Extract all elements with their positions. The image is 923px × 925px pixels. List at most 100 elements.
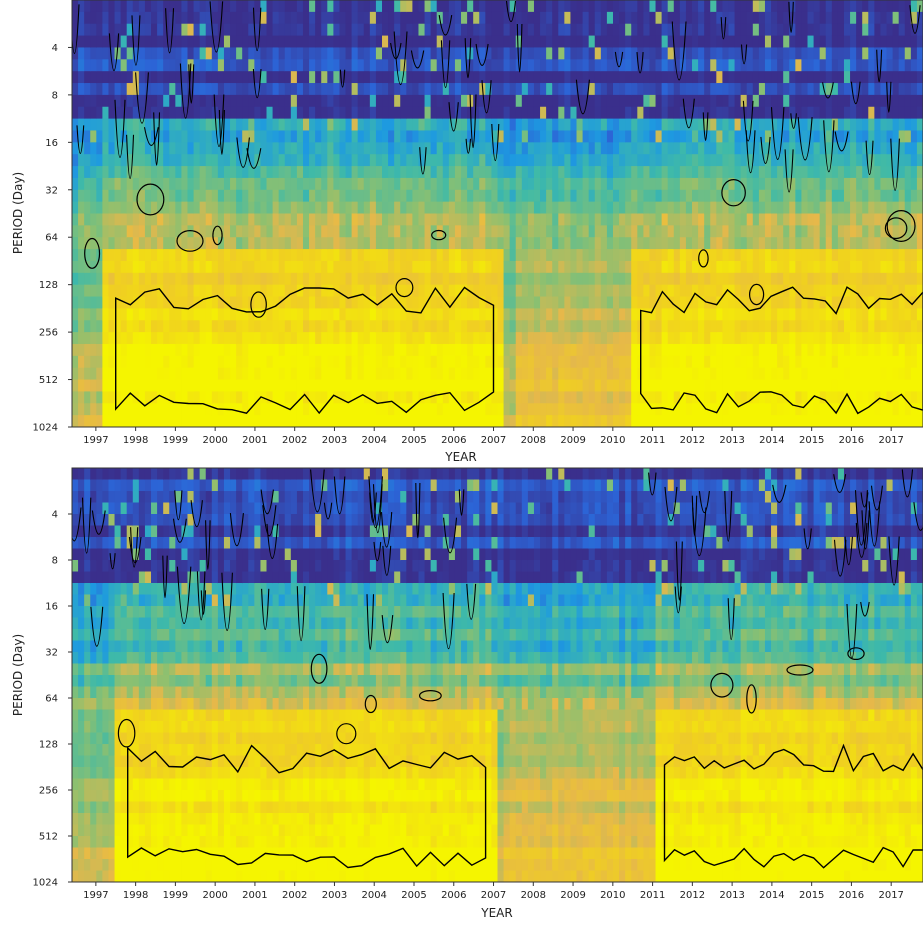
power-cell — [126, 379, 134, 393]
power-cell — [801, 154, 809, 167]
power-cell — [716, 189, 724, 203]
power-cell — [546, 249, 553, 262]
power-cell — [673, 343, 681, 357]
power-cell — [594, 154, 602, 167]
power-cell — [126, 71, 134, 84]
power-cell — [278, 367, 286, 381]
power-cell — [734, 355, 742, 369]
power-cell — [223, 332, 231, 345]
power-cell — [108, 320, 116, 333]
power-cell — [400, 177, 407, 191]
power-cell — [369, 225, 377, 238]
power-cell — [576, 106, 584, 120]
power-cell — [807, 296, 815, 309]
power-cell — [825, 94, 833, 108]
power-cell — [497, 106, 505, 120]
power-cell — [424, 106, 432, 120]
power-cell — [394, 177, 401, 191]
power-cell — [667, 320, 675, 333]
power-cell — [777, 0, 784, 13]
power-cell — [242, 249, 249, 262]
power-cell — [850, 59, 857, 72]
power-cell — [345, 237, 353, 250]
power-cell — [582, 0, 590, 13]
power-cell — [509, 332, 517, 345]
power-cell — [248, 355, 255, 369]
power-cell — [266, 142, 274, 155]
power-cell — [625, 94, 632, 108]
power-cell — [120, 47, 128, 60]
power-cell — [801, 94, 809, 108]
power-cell — [278, 237, 286, 250]
power-cell — [783, 142, 790, 155]
power-cell — [169, 272, 176, 286]
power-cell — [302, 332, 310, 345]
power-cell — [181, 177, 189, 191]
power-cell — [795, 320, 803, 333]
power-cell — [369, 142, 377, 155]
power-cell — [120, 35, 128, 49]
power-cell — [132, 47, 140, 60]
power-cell — [84, 201, 91, 215]
power-cell — [369, 213, 377, 226]
power-cell — [910, 0, 918, 13]
power-cell — [588, 177, 596, 191]
power-cell — [503, 367, 511, 381]
power-cell — [874, 47, 882, 60]
power-cell — [369, 59, 377, 72]
power-cell — [740, 130, 748, 143]
power-cell — [564, 177, 572, 191]
power-cell — [424, 403, 432, 416]
power-cell — [558, 201, 565, 215]
power-cell — [552, 320, 559, 333]
power-cell — [552, 83, 559, 96]
power-cell — [874, 189, 882, 203]
power-cell — [78, 320, 85, 333]
power-cell — [400, 35, 407, 49]
power-cell — [102, 71, 110, 84]
power-cell — [600, 189, 608, 203]
power-cell — [339, 189, 347, 203]
power-cell — [752, 118, 760, 132]
power-cell — [521, 225, 529, 238]
power-cell — [187, 166, 195, 179]
power-cell — [594, 47, 602, 60]
power-cell — [151, 343, 158, 357]
power-cell — [132, 11, 140, 25]
power-cell — [72, 35, 79, 49]
power-cell — [771, 23, 778, 37]
power-cell — [424, 272, 432, 286]
power-cell — [813, 225, 821, 238]
power-cell — [272, 284, 280, 298]
power-cell — [649, 260, 657, 274]
power-cell — [187, 284, 195, 298]
power-cell — [230, 166, 237, 179]
power-cell — [509, 415, 517, 427]
power-cell — [643, 94, 651, 108]
power-cell — [284, 94, 292, 108]
power-cell — [448, 320, 456, 333]
power-cell — [72, 142, 79, 155]
power-cell — [473, 332, 480, 345]
power-cell — [515, 47, 523, 60]
power-cell — [588, 106, 596, 120]
power-cell — [345, 367, 353, 381]
power-cell — [789, 260, 796, 274]
power-cell — [710, 355, 717, 369]
power-cell — [284, 367, 292, 381]
power-cell — [874, 11, 882, 25]
power-cell — [193, 284, 201, 298]
power-cell — [807, 166, 815, 179]
power-cell — [114, 94, 122, 108]
power-cell — [843, 308, 851, 321]
power-cell — [382, 118, 389, 132]
power-cell — [728, 0, 736, 13]
power-cell — [400, 166, 407, 179]
power-cell — [825, 320, 833, 333]
power-cell — [315, 213, 322, 226]
power-cell — [217, 260, 225, 274]
power-cell — [290, 284, 298, 298]
power-cell — [485, 379, 493, 393]
power-cell — [284, 201, 292, 215]
power-cell — [673, 118, 681, 132]
